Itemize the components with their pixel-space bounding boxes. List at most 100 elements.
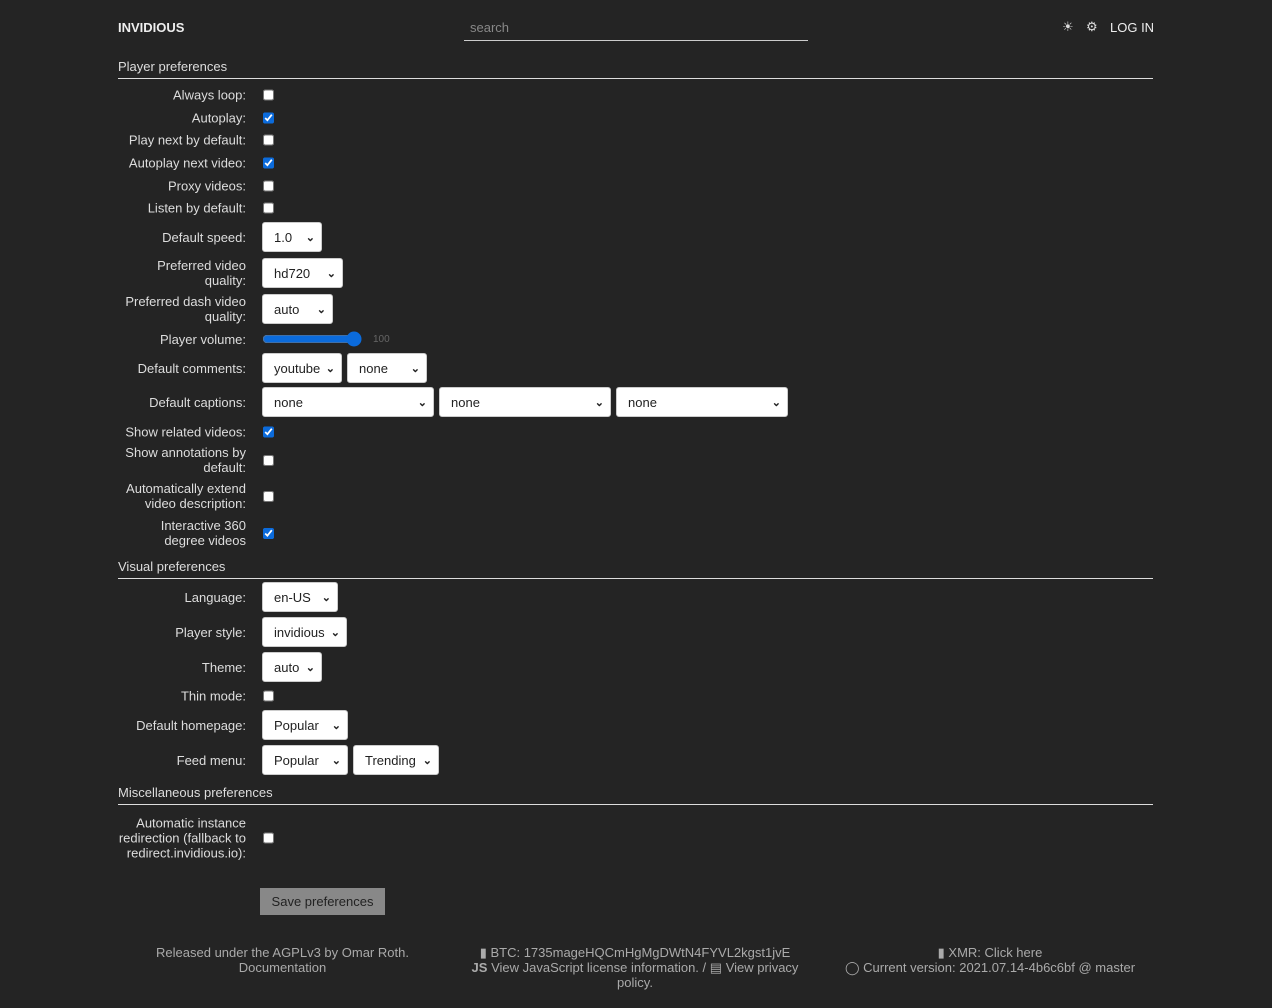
- gear-icon[interactable]: ⚙: [1086, 19, 1098, 34]
- language-select[interactable]: en-US ⌄: [262, 582, 338, 612]
- separator: /: [702, 960, 707, 975]
- github-icon: ◯: [844, 960, 864, 975]
- proxy-label: Proxy videos:: [167, 178, 246, 194]
- pref-row-annotations: Show annotations by default:: [0, 445, 1200, 475]
- feed-menu-label: Feed menu:: [176, 752, 246, 768]
- selected-option: none: [274, 394, 303, 410]
- version-link[interactable]: Current version: 2021.07.14-4b6c6bf @ ma…: [863, 960, 1136, 975]
- chevron-down-icon: ⌄: [326, 267, 336, 280]
- captions-select[interactable]: none ⌄: [616, 387, 788, 417]
- pref-row-extend-desc: Automatically extend video description:: [0, 481, 1200, 511]
- comments-select[interactable]: none ⌄: [347, 353, 427, 383]
- vr360-checkbox[interactable]: [263, 527, 274, 539]
- selected-option: none: [451, 394, 480, 410]
- extend-desc-checkbox[interactable]: [263, 490, 274, 502]
- player-style-select[interactable]: invidious ⌄: [262, 617, 347, 647]
- footer-right: ▮ XMR: Click here ◯ Current version: 202…: [840, 945, 1140, 975]
- invidious-logo[interactable]: INVIDIOUS: [118, 20, 185, 35]
- player-style-label: Player style:: [175, 624, 246, 640]
- always-loop-control: [262, 89, 274, 101]
- selected-option: youtube: [274, 360, 321, 376]
- volume-slider[interactable]: [262, 331, 362, 347]
- pref-row-comments: Default comments: youtube ⌄ none ⌄: [0, 353, 1200, 383]
- vr360-control: [262, 527, 274, 539]
- captions-select[interactable]: none ⌄: [262, 387, 434, 417]
- language-control: en-US ⌄: [262, 582, 338, 612]
- login-link[interactable]: LOG IN: [1110, 20, 1155, 35]
- extend-desc-control: [262, 490, 274, 502]
- always-loop-checkbox[interactable]: [263, 89, 274, 101]
- dash-quality-control: auto ⌄: [262, 294, 333, 324]
- xmr-link[interactable]: XMR: Click here: [948, 945, 1043, 960]
- selected-option: 1.0: [274, 229, 293, 245]
- quality-select[interactable]: hd720 ⌄: [262, 258, 343, 288]
- volume-control: 100: [262, 331, 390, 347]
- pref-row-captions: Default captions: none ⌄ none ⌄ none ⌄: [0, 387, 1200, 417]
- captions-select[interactable]: none ⌄: [439, 387, 611, 417]
- proxy-checkbox[interactable]: [263, 180, 274, 192]
- listen-checkbox[interactable]: [263, 202, 274, 214]
- comments-control: youtube ⌄ none ⌄: [262, 353, 427, 383]
- pref-row-listen: Listen by default:: [0, 201, 1200, 216]
- autoplay-label: Autoplay:: [191, 110, 246, 126]
- feed-menu-control: Popular ⌄ Trending ⌄: [262, 745, 439, 775]
- selected-option: auto: [274, 301, 300, 317]
- captions-label: Default captions:: [149, 394, 246, 410]
- speed-select[interactable]: 1.0 ⌄: [262, 222, 322, 252]
- pref-row-speed: Default speed: 1.0 ⌄: [0, 222, 1200, 252]
- selected-option: en-US: [274, 589, 311, 605]
- search-input[interactable]: [464, 14, 808, 41]
- theme-select[interactable]: auto ⌄: [262, 652, 322, 682]
- language-label: Language:: [184, 589, 246, 605]
- footer-center: ▮ BTC: 1735mageHQCmHgMgDWtN4FYVL2kgst1jv…: [470, 945, 800, 990]
- selected-option: hd720: [274, 265, 311, 281]
- comments-select[interactable]: youtube ⌄: [262, 353, 342, 383]
- thin-mode-checkbox[interactable]: [263, 690, 274, 702]
- pref-row-quality: Preferred video quality: hd720 ⌄: [0, 258, 1200, 288]
- license-text: Released under the AGPLv3 by Omar Roth.: [156, 945, 409, 960]
- documentation-link[interactable]: Documentation: [238, 960, 327, 975]
- selected-option: Popular: [274, 717, 319, 733]
- pref-row-homepage: Default homepage: Popular ⌄: [0, 710, 1200, 740]
- pref-row-always-loop: Always loop:: [0, 88, 1200, 103]
- theme-label: Theme:: [201, 659, 246, 675]
- volume-label: Player volume:: [160, 331, 246, 347]
- privacy-policy-link[interactable]: View privacy policy.: [617, 960, 799, 990]
- extend-desc-label: Automatically extend video description:: [126, 481, 246, 511]
- related-label: Show related videos:: [125, 424, 246, 440]
- pref-row-play-next: Play next by default:: [0, 133, 1200, 148]
- feed-menu-select[interactable]: Trending ⌄: [353, 745, 439, 775]
- chevron-down-icon: ⌄: [321, 591, 331, 604]
- speed-control: 1.0 ⌄: [262, 222, 322, 252]
- chevron-down-icon: ⌄: [325, 362, 335, 375]
- homepage-control: Popular ⌄: [262, 710, 348, 740]
- pref-row-related: Show related videos:: [0, 425, 1200, 440]
- dash-quality-select[interactable]: auto ⌄: [262, 294, 333, 324]
- sun-icon[interactable]: ☀: [1062, 19, 1074, 34]
- redirect-checkbox[interactable]: [263, 832, 274, 844]
- homepage-select[interactable]: Popular ⌄: [262, 710, 348, 740]
- autoplay-next-label: Autoplay next video:: [128, 155, 246, 171]
- autoplay-checkbox[interactable]: [263, 112, 274, 124]
- pref-row-dash-quality: Preferred dash video quality: auto ⌄: [0, 294, 1200, 324]
- proxy-control: [262, 180, 274, 192]
- save-preferences-button[interactable]: Save preferences: [260, 888, 385, 915]
- pref-row-feed-menu: Feed menu: Popular ⌄ Trending ⌄: [0, 745, 1200, 775]
- autoplay-control: [262, 112, 274, 124]
- autoplay-next-checkbox[interactable]: [263, 157, 274, 169]
- dash-quality-label: Preferred dash video quality:: [125, 294, 246, 324]
- selected-option: auto: [274, 659, 300, 675]
- annotations-checkbox[interactable]: [263, 454, 274, 466]
- autoplay-next-control: [262, 157, 274, 169]
- chevron-down-icon: ⌄: [331, 719, 341, 732]
- section-visual-preferences: Visual preferences: [118, 559, 1153, 579]
- js-license-link[interactable]: View JavaScript license information.: [491, 960, 699, 975]
- feed-menu-select[interactable]: Popular ⌄: [262, 745, 348, 775]
- quality-control: hd720 ⌄: [262, 258, 343, 288]
- chevron-down-icon: ⌄: [331, 754, 341, 767]
- related-checkbox[interactable]: [263, 426, 274, 438]
- play-next-checkbox[interactable]: [263, 134, 274, 146]
- chevron-down-icon: ⌄: [410, 362, 420, 375]
- homepage-label: Default homepage:: [136, 717, 246, 733]
